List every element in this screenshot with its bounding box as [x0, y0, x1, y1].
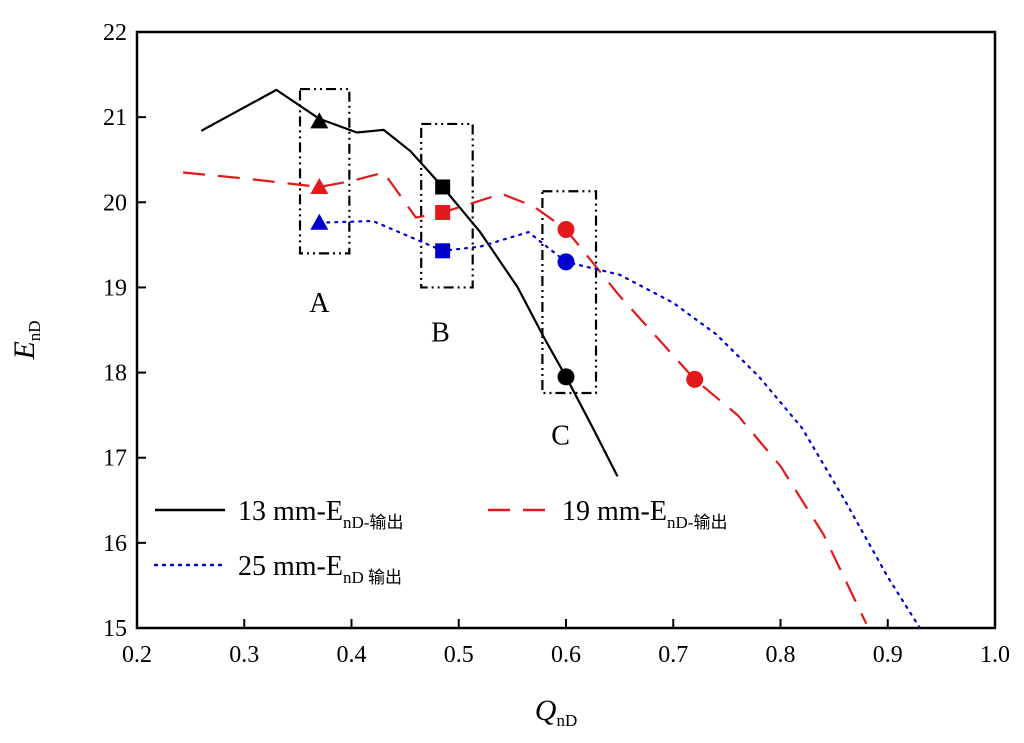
y-axis-title: EnD: [8, 320, 44, 360]
y-tick-label-1: 16: [103, 531, 127, 557]
marker-triangle-0: [310, 112, 329, 129]
annotation-label-C: C: [551, 421, 570, 452]
y-tick-label-6: 21: [103, 105, 127, 131]
y-tick-label-7: 22: [103, 20, 127, 46]
axis-ticks: 0.2 0.3 0.4 0.5 0.6 0.7 0.8 0.9 1.0 15 16 17 18 19 20 2…: [103, 20, 1010, 668]
annotation-label-A: A: [309, 288, 330, 319]
x-tick-label-6: 0.8: [766, 642, 796, 668]
legend-label-1: 19 mm-EnD-输出: [562, 496, 727, 532]
legend-name-sub-1: nD-输出: [667, 513, 727, 532]
annotation-boxes: A B C: [298, 87, 598, 452]
marker-triangle-1: [310, 177, 329, 194]
series-line-0: [200, 88, 619, 477]
y-tick-label-4: 19: [103, 275, 127, 301]
legend-label-2: 25 mm-EnD 输出: [238, 551, 402, 587]
x-tick-label-3: 0.5: [444, 642, 474, 668]
x-axis-title: QnD: [535, 694, 577, 730]
x-tick-label-2: 0.4: [337, 642, 367, 668]
marker-square-4: [435, 205, 451, 221]
legend-name-sub-2: nD 输出: [343, 568, 402, 587]
x-tick-label-5: 0.7: [658, 642, 688, 668]
axis-titles: QnD EnD: [8, 320, 577, 730]
legend-name-sub-0: nD-输出: [343, 513, 403, 532]
y-tick-label-2: 17: [103, 446, 127, 472]
series-line-1: [182, 171, 868, 625]
x-tick-label-7: 0.9: [873, 642, 903, 668]
annotation-box-B: [420, 122, 474, 289]
x-tick-label-0: 0.2: [122, 642, 152, 668]
legend-name-1: 19 mm-E: [562, 496, 667, 527]
y-tick-label-5: 20: [103, 190, 127, 216]
x-tick-label-8: 1.0: [980, 642, 1010, 668]
marker-square-5: [435, 243, 451, 259]
y-tick-label-3: 18: [103, 361, 127, 387]
marker-circle-7: [557, 221, 575, 239]
annotation-box-A: [298, 87, 351, 255]
marker-circle-9: [686, 370, 704, 388]
marker-circle-8: [557, 253, 575, 271]
marker-circle-6: [557, 368, 575, 386]
legend-label-0: 13 mm-EnD-输出: [238, 496, 403, 532]
x-tick-label-4: 0.6: [551, 642, 581, 668]
annotation-label-B: B: [431, 318, 450, 349]
legend-name-0: 13 mm-E: [238, 496, 343, 527]
series-markers: [310, 112, 704, 388]
series-line-2: [318, 219, 921, 630]
series-lines: [182, 88, 921, 630]
legend-name-2: 25 mm-E: [238, 551, 343, 582]
annotation-box-C: [541, 190, 598, 395]
x-tick-label-1: 0.3: [229, 642, 259, 668]
marker-triangle-2: [310, 213, 329, 230]
y-tick-label-0: 15: [103, 616, 127, 642]
marker-square-3: [435, 179, 451, 195]
